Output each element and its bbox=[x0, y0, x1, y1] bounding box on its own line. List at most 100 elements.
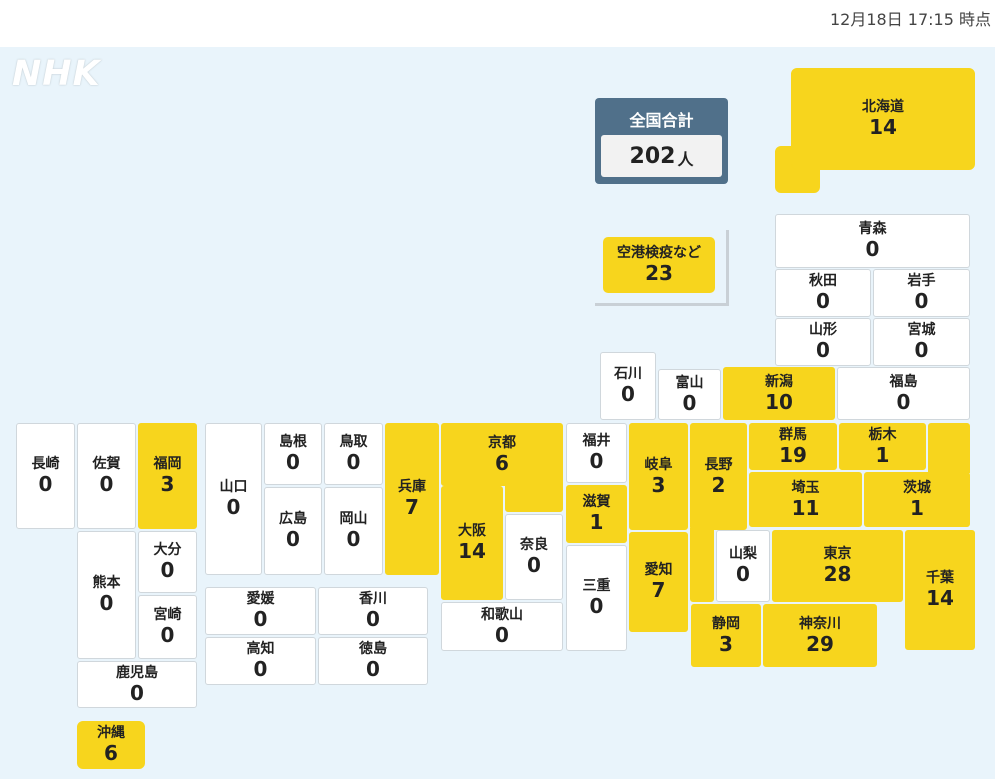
tile-saitama[interactable]: 埼玉 11 bbox=[749, 472, 862, 527]
tile-ishikawa[interactable]: 石川 0 bbox=[600, 352, 656, 420]
tile-tochigi[interactable]: 栃木 1 bbox=[839, 423, 926, 470]
tile-tokushima-count: 0 bbox=[366, 657, 380, 681]
tile-okayama[interactable]: 岡山 0 bbox=[324, 487, 383, 575]
tile-aomori[interactable]: 青森 0 bbox=[775, 214, 970, 268]
tile-mie[interactable]: 三重 0 bbox=[566, 545, 627, 651]
tile-tokyo[interactable]: 東京 28 bbox=[772, 530, 903, 602]
tile-yamanashi-count: 0 bbox=[736, 562, 750, 586]
tile-yamaguchi[interactable]: 山口 0 bbox=[205, 423, 262, 575]
tile-yamagata[interactable]: 山形 0 bbox=[775, 318, 871, 366]
tile-kochi-name: 高知 bbox=[246, 641, 275, 657]
tile-shizuoka-name: 静岡 bbox=[712, 615, 740, 632]
tile-fukui[interactable]: 福井 0 bbox=[566, 423, 627, 483]
tile-shiga-name: 滋賀 bbox=[582, 494, 611, 510]
tile-hokkaido-count: 14 bbox=[869, 115, 897, 139]
tile-hyogo[interactable]: 兵庫 7 bbox=[385, 423, 439, 575]
tile-shiga[interactable]: 滋賀 1 bbox=[566, 485, 627, 543]
tile-wakayama-name: 和歌山 bbox=[481, 606, 523, 623]
tile-tochigi-count: 1 bbox=[875, 442, 890, 467]
tile-wakayama-count: 0 bbox=[495, 622, 509, 647]
tile-airport-quarantine-count: 23 bbox=[645, 261, 673, 285]
tile-chiba[interactable]: 千葉 14 bbox=[905, 530, 975, 650]
tile-osaka[interactable]: 大阪 14 bbox=[441, 486, 503, 600]
tile-fukuoka-count: 3 bbox=[160, 472, 175, 496]
tile-gifu-count: 3 bbox=[651, 472, 666, 497]
tile-nagano-name: 長野 bbox=[704, 456, 733, 473]
tile-ehime-count: 0 bbox=[253, 607, 268, 631]
tile-tokyo-count: 28 bbox=[823, 562, 852, 586]
tile-gunma-count: 19 bbox=[779, 442, 807, 467]
tile-airport-quarantine[interactable]: 空港検疫など 23 bbox=[603, 237, 715, 293]
tile-miyazaki-name: 宮崎 bbox=[153, 607, 182, 623]
tile-ibaraki[interactable]: 茨城 1 bbox=[864, 472, 970, 527]
tile-wakayama[interactable]: 和歌山 0 bbox=[441, 602, 563, 651]
tile-kanagawa[interactable]: 神奈川 29 bbox=[763, 604, 877, 667]
tile-hiroshima[interactable]: 広島 0 bbox=[264, 487, 322, 575]
tile-ehime-name: 愛媛 bbox=[246, 591, 275, 607]
tile-shimane[interactable]: 島根 0 bbox=[264, 423, 322, 485]
tile-saga[interactable]: 佐賀 0 bbox=[77, 423, 136, 529]
tile-ehime[interactable]: 愛媛 0 bbox=[205, 587, 316, 635]
tile-tochigi-name: 栃木 bbox=[868, 426, 897, 443]
tile-miyagi[interactable]: 宮城 0 bbox=[873, 318, 970, 366]
tile-fukui-name: 福井 bbox=[582, 433, 611, 449]
tile-tokyo-name: 東京 bbox=[823, 546, 852, 562]
tile-nara[interactable]: 奈良 0 bbox=[505, 514, 563, 600]
tile-oita-name: 大分 bbox=[153, 542, 182, 558]
tile-gifu-name: 岐阜 bbox=[644, 456, 673, 473]
tile-gunma[interactable]: 群馬 19 bbox=[749, 423, 837, 470]
tile-kagoshima[interactable]: 鹿児島 0 bbox=[77, 661, 197, 708]
tile-kagoshima-name: 鹿児島 bbox=[116, 664, 158, 681]
tile-saga-name: 佐賀 bbox=[92, 456, 121, 472]
tile-kochi[interactable]: 高知 0 bbox=[205, 637, 316, 685]
tile-gifu[interactable]: 岐阜 3 bbox=[629, 423, 688, 530]
national-total-value: 202 bbox=[629, 143, 676, 169]
tile-kyoto[interactable]: 京都 6 bbox=[441, 423, 563, 486]
tile-yamanashi[interactable]: 山梨 0 bbox=[716, 530, 770, 602]
tile-okinawa-count: 6 bbox=[104, 741, 118, 765]
tile-fukushima-name: 福島 bbox=[889, 373, 918, 390]
tile-nagano-count: 2 bbox=[711, 472, 726, 497]
tile-fukushima[interactable]: 福島 0 bbox=[837, 367, 970, 420]
tile-okinawa-name: 沖縄 bbox=[97, 725, 125, 741]
tile-saitama-name: 埼玉 bbox=[791, 479, 820, 496]
tile-fukuoka[interactable]: 福岡 3 bbox=[138, 423, 197, 529]
tile-okinawa[interactable]: 沖縄 6 bbox=[77, 721, 145, 769]
tile-akita-name: 秋田 bbox=[809, 273, 837, 289]
tile-nagano[interactable]: 長野 2 bbox=[690, 423, 747, 530]
tile-yamanashi-name: 山梨 bbox=[729, 546, 757, 562]
tile-niigata-name: 新潟 bbox=[765, 373, 793, 390]
tile-kanagawa-count: 29 bbox=[806, 631, 834, 656]
tile-kyoto-count: 6 bbox=[495, 450, 509, 475]
tile-aichi[interactable]: 愛知 7 bbox=[629, 532, 688, 632]
tile-nara-count: 0 bbox=[527, 553, 541, 577]
tile-oita[interactable]: 大分 0 bbox=[138, 531, 197, 593]
tile-akita[interactable]: 秋田 0 bbox=[775, 269, 871, 317]
tile-chiba-name: 千葉 bbox=[926, 570, 954, 586]
tile-yamagata-name: 山形 bbox=[809, 322, 837, 338]
tile-ibaraki-count: 1 bbox=[910, 495, 924, 520]
tile-nagasaki[interactable]: 長崎 0 bbox=[16, 423, 75, 529]
tile-miyazaki[interactable]: 宮崎 0 bbox=[138, 595, 197, 659]
tile-tottori[interactable]: 鳥取 0 bbox=[324, 423, 383, 485]
tile-aichi-count: 7 bbox=[651, 578, 666, 602]
tile-chiba-count: 14 bbox=[926, 586, 954, 610]
tile-iwate[interactable]: 岩手 0 bbox=[873, 269, 970, 317]
tile-ishikawa-count: 0 bbox=[621, 382, 635, 406]
tile-airport-quarantine-name: 空港検疫など bbox=[617, 245, 701, 261]
tile-tottori-name: 鳥取 bbox=[339, 434, 368, 450]
tile-tokushima[interactable]: 徳島 0 bbox=[318, 637, 428, 685]
tile-yamaguchi-count: 0 bbox=[226, 495, 241, 519]
tile-niigata[interactable]: 新潟 10 bbox=[723, 367, 835, 420]
tile-kumamoto[interactable]: 熊本 0 bbox=[77, 531, 136, 659]
tile-toyama-name: 富山 bbox=[675, 374, 704, 391]
tile-fukushima-count: 0 bbox=[896, 389, 911, 414]
tile-hokkaido-name: 北海道 bbox=[862, 99, 904, 115]
tile-yamaguchi-name: 山口 bbox=[219, 479, 248, 495]
tile-shizuoka[interactable]: 静岡 3 bbox=[691, 604, 761, 667]
tile-hokkaido[interactable]: 北海道 14 bbox=[791, 68, 975, 170]
national-total-value-box: 202 人 bbox=[601, 135, 722, 177]
tile-toyama[interactable]: 富山 0 bbox=[658, 369, 721, 420]
tile-kagawa[interactable]: 香川 0 bbox=[318, 587, 428, 635]
tile-kagoshima-count: 0 bbox=[130, 680, 144, 705]
